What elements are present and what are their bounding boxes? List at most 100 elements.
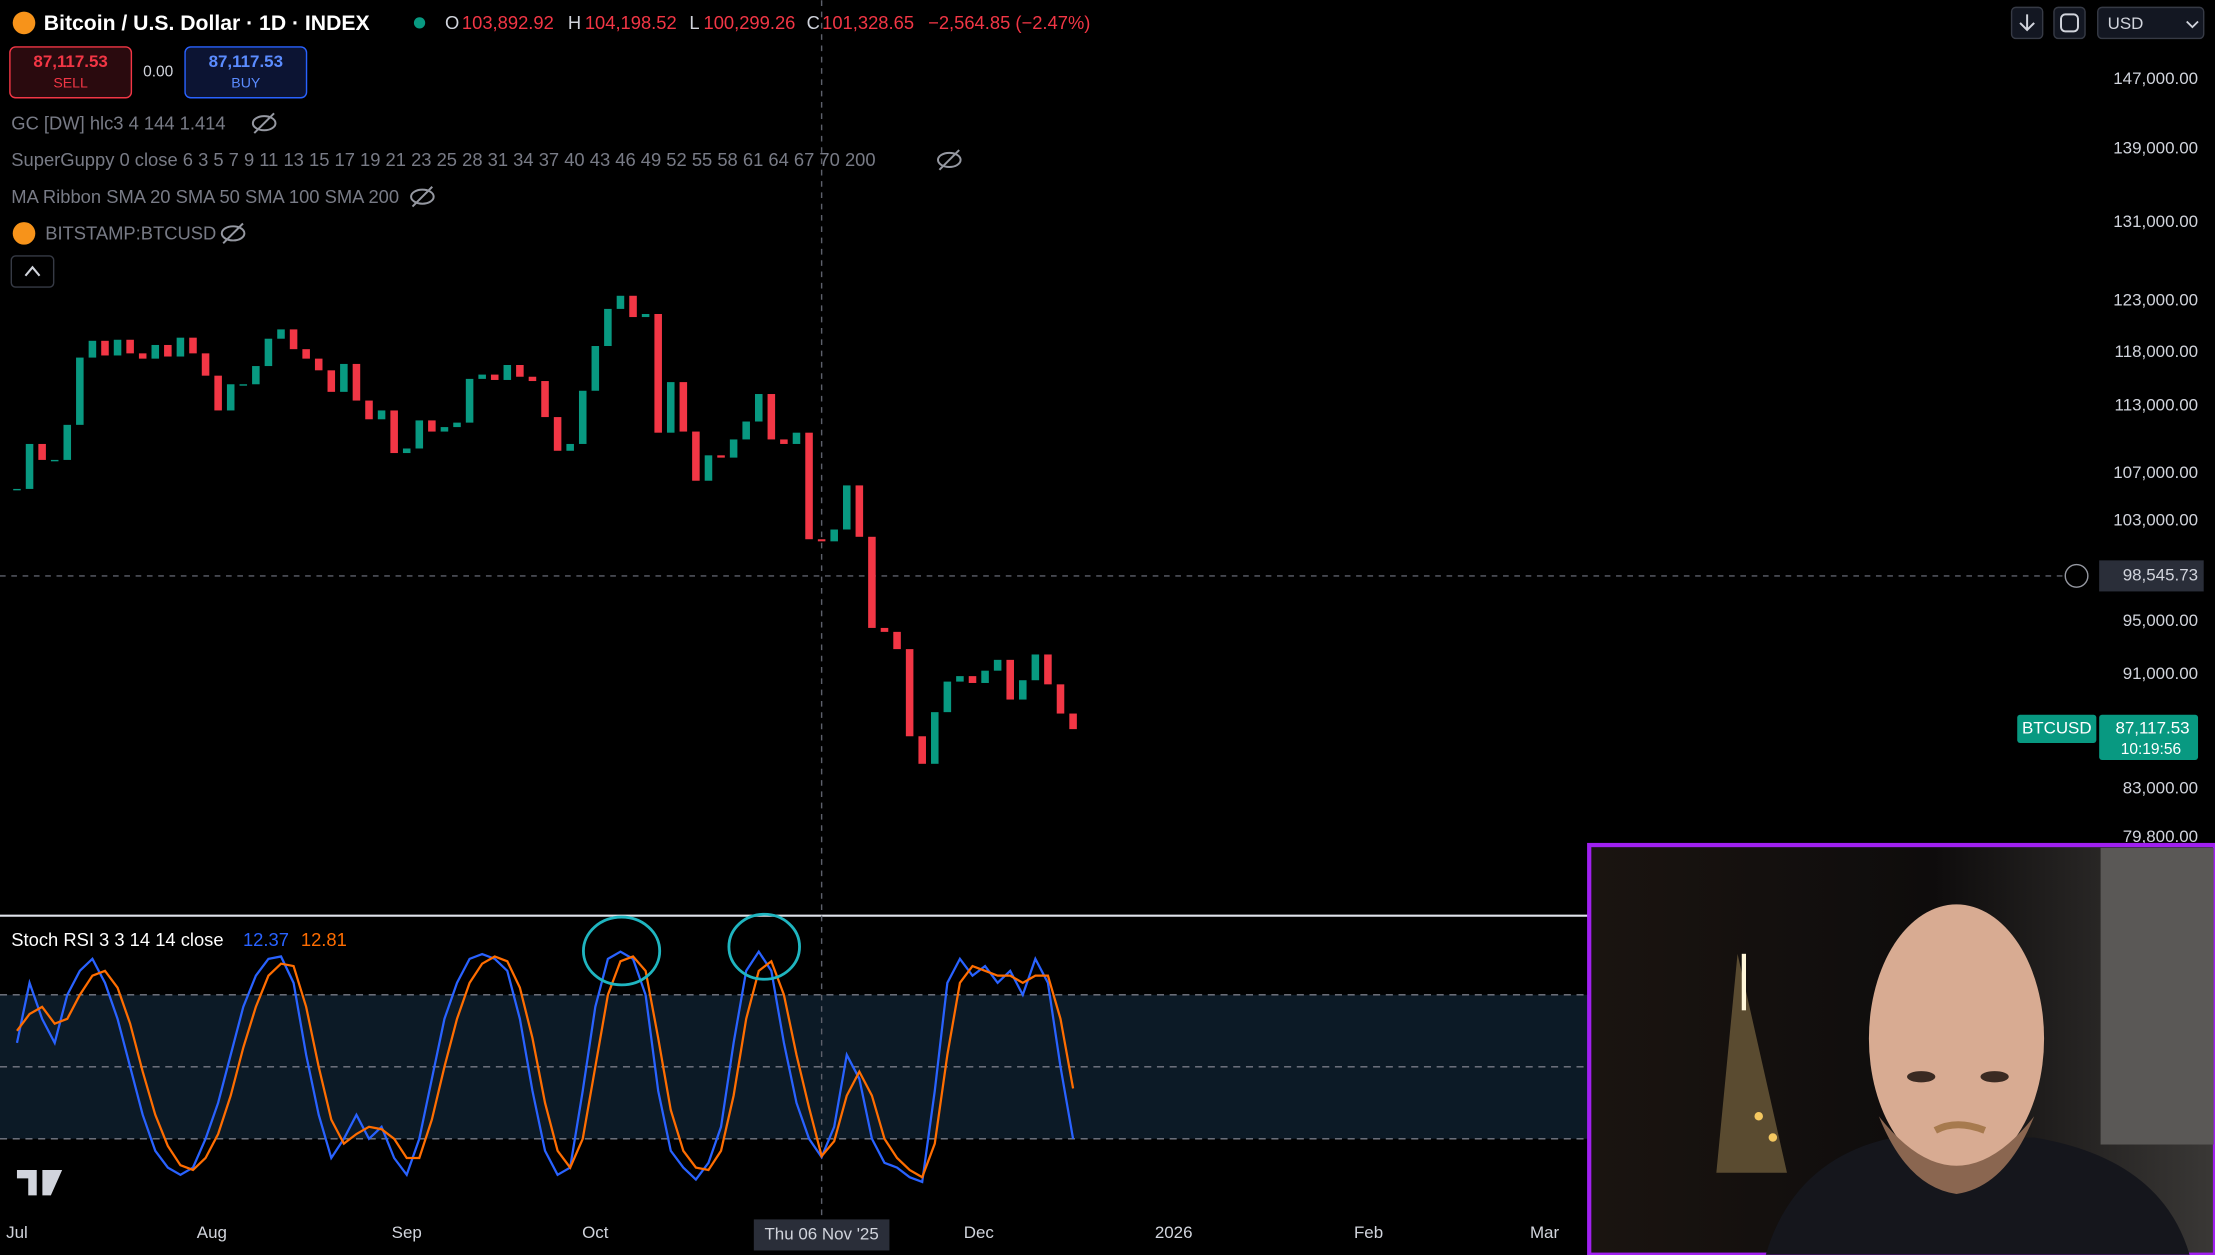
candle — [428, 420, 436, 432]
collapse-icon — [24, 265, 41, 277]
candle — [490, 374, 499, 380]
candle — [138, 353, 147, 359]
candle — [855, 485, 864, 537]
high-value: 104,198.52 — [585, 12, 677, 33]
y-tick-label: 103,000.00 — [2113, 511, 2198, 530]
bitstamp-icon — [12, 222, 36, 245]
candle — [1069, 713, 1077, 730]
candle — [478, 374, 486, 379]
tradingview-logo[interactable] — [16, 1169, 63, 1196]
candle — [931, 712, 939, 764]
candle — [830, 529, 838, 542]
crosshair-y-tag — [2099, 560, 2204, 592]
stoch-line — [15, 949, 1075, 1184]
candle — [465, 378, 474, 423]
candle — [516, 364, 524, 377]
candle — [956, 676, 964, 682]
indicator-label[interactable]: GC [DW] hlc3 4 144 1.414 — [11, 112, 225, 133]
sell-button[interactable] — [9, 46, 133, 99]
crosshair-y-label: 98,545.73 — [2123, 565, 2198, 584]
candle — [1741, 953, 1747, 1011]
refresh-button[interactable] — [2053, 6, 2086, 40]
market-status — [413, 17, 426, 29]
candle — [113, 339, 122, 356]
buy-button[interactable] — [184, 46, 308, 99]
candle — [729, 439, 738, 458]
candle — [340, 363, 348, 392]
candle — [591, 346, 600, 391]
x-tick-label: Feb — [1354, 1223, 1383, 1242]
indicator-label[interactable]: MA Ribbon SMA 20 SMA 50 SMA 100 SMA 200 — [11, 186, 399, 207]
y-tick-label: 118,000.00 — [2115, 342, 2199, 361]
change-value: −2,564.85 (−2.47%) — [928, 12, 1090, 33]
candle — [252, 366, 260, 385]
candle — [189, 337, 197, 354]
y-tick-label: 95,000.00 — [2123, 611, 2198, 630]
candle — [893, 631, 901, 650]
candle — [968, 676, 977, 683]
candle — [692, 431, 700, 481]
x-tick-label: Sep — [392, 1223, 422, 1242]
y-tick-label: 113,000.00 — [2115, 396, 2199, 415]
candle — [76, 357, 84, 425]
x-tick-label: Dec — [964, 1223, 995, 1242]
stoch-value: 12.37 — [243, 929, 289, 950]
candle — [390, 410, 398, 454]
indicator-label[interactable]: BITSTAMP:BTCUSD — [45, 223, 216, 244]
candle — [641, 313, 650, 318]
candle — [63, 424, 72, 460]
candle — [528, 376, 537, 382]
candle — [352, 363, 361, 401]
y-tick-label: 91,000.00 — [2123, 664, 2198, 683]
candle — [377, 410, 386, 420]
candle — [415, 420, 424, 449]
stoch-line — [16, 955, 1075, 1179]
moustache — [1933, 1121, 1987, 1134]
candle — [1031, 654, 1040, 681]
currency-select[interactable] — [2097, 6, 2205, 40]
highlight-circle — [727, 912, 801, 981]
candle — [880, 627, 889, 632]
last-price-tag — [2099, 714, 2199, 760]
candle — [541, 381, 549, 418]
candle — [868, 536, 876, 628]
hidden-eye-icons[interactable] — [220, 112, 962, 244]
eye — [1980, 1071, 2009, 1083]
candle — [13, 488, 21, 491]
candle — [792, 432, 801, 444]
candle — [842, 485, 851, 530]
candle — [654, 313, 662, 433]
spread: 0.00 — [143, 63, 174, 80]
last-price-symbol: BTCUSD — [2022, 718, 2092, 737]
dropdown-caret — [2186, 20, 2199, 29]
currency-label: USD — [2108, 14, 2144, 33]
candle — [277, 329, 285, 339]
y-tick-label: 131,000.00 — [2113, 212, 2198, 231]
close-value: 101,328.65 — [822, 12, 914, 33]
sell-price: 87,117.53 — [33, 52, 107, 71]
candle — [164, 344, 172, 357]
stoch-title: Stoch RSI 3 3 14 14 close — [11, 929, 223, 950]
webcam-overlay — [1587, 842, 2215, 1255]
x-tick-label: Oct — [582, 1223, 609, 1242]
collapse-button[interactable] — [10, 255, 55, 288]
candle — [629, 295, 637, 318]
candle — [805, 432, 813, 540]
x-tick-label: Mar — [1530, 1223, 1560, 1242]
candle — [817, 539, 826, 542]
candle — [981, 670, 989, 683]
candle — [314, 358, 323, 371]
y-tick-label: 123,000.00 — [2113, 290, 2198, 309]
candle — [679, 382, 688, 432]
candle — [88, 340, 97, 358]
highlight-circle — [582, 915, 662, 987]
y-tick-label: 147,000.00 — [2113, 69, 2198, 88]
beard — [1878, 1116, 2035, 1194]
candle — [905, 649, 914, 737]
candle — [38, 443, 46, 460]
indicator-label[interactable]: SuperGuppy 0 close 6 3 5 7 9 11 13 15 17… — [11, 149, 875, 170]
symbol-title: Bitcoin / U.S. Dollar · 1D · INDEX — [44, 12, 370, 35]
refresh-icon — [2060, 13, 2079, 33]
bitcoin-icon — [12, 11, 36, 35]
crosshair-plus — [2064, 563, 2089, 588]
